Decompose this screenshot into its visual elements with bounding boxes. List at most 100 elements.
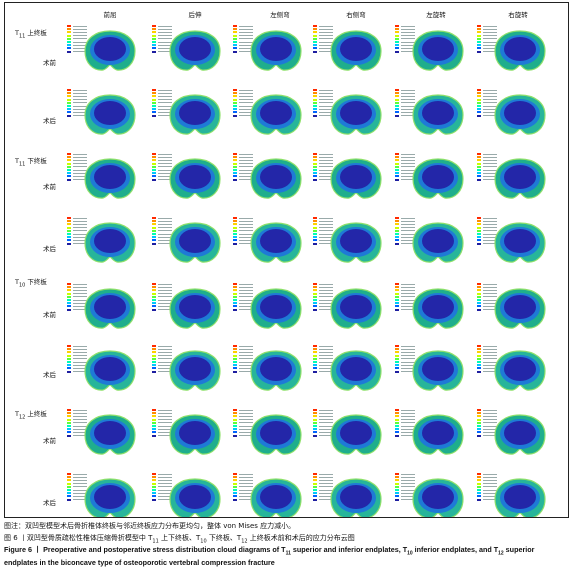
legend-tick xyxy=(319,115,333,117)
stress-cloud-cell xyxy=(152,151,224,205)
legend-tick xyxy=(401,476,415,478)
legend-tick xyxy=(239,473,253,475)
legend-swatch xyxy=(152,289,156,292)
endplate-stress-image xyxy=(84,350,136,391)
legend-tick xyxy=(319,220,333,222)
legend-tick xyxy=(319,348,333,350)
legend-tick xyxy=(401,115,415,117)
legend-tick xyxy=(73,483,87,485)
legend-tick xyxy=(401,25,415,27)
endplate-stress-image xyxy=(84,414,136,455)
legend-swatch xyxy=(152,223,156,226)
legend-swatch xyxy=(67,217,71,219)
legend-tick xyxy=(158,239,172,241)
legend-swatch xyxy=(477,345,481,347)
legend-swatch xyxy=(152,226,156,229)
legend-tick xyxy=(401,302,415,304)
legend-tick xyxy=(319,89,333,91)
legend-tick xyxy=(158,361,172,363)
stress-cloud-cell xyxy=(67,23,139,77)
legend-swatch xyxy=(395,479,399,482)
stress-cloud-cell xyxy=(313,407,385,461)
legend-swatch xyxy=(313,425,317,427)
legend-tick xyxy=(158,479,172,481)
legend-tick xyxy=(239,227,253,229)
legend-tick xyxy=(158,286,172,288)
legend-swatch xyxy=(233,89,237,91)
legend-swatch xyxy=(395,217,399,219)
endplate-stress-image xyxy=(412,94,464,135)
legend-tick xyxy=(158,28,172,30)
legend-tick xyxy=(158,89,172,91)
legend-tick xyxy=(73,435,87,437)
legend-swatch xyxy=(477,165,481,168)
legend-swatch xyxy=(313,114,317,117)
legend-swatch xyxy=(477,233,481,235)
legend-swatch xyxy=(395,111,399,114)
legend-swatch xyxy=(233,220,237,223)
legend-tick xyxy=(401,47,415,49)
legend-swatch xyxy=(395,421,399,424)
legend-tick xyxy=(158,99,172,101)
legend-tick xyxy=(483,422,497,424)
legend-tick xyxy=(483,358,497,360)
legend-tick xyxy=(239,239,253,241)
legend-swatch xyxy=(233,421,237,424)
legend-tick xyxy=(73,415,87,417)
endplate-stress-image xyxy=(412,158,464,199)
legend-tick xyxy=(401,473,415,475)
legend-swatch xyxy=(313,292,317,295)
color-legend xyxy=(152,89,176,123)
legend-tick xyxy=(483,41,497,43)
legend-swatch xyxy=(395,292,399,295)
legend-swatch xyxy=(152,431,156,434)
legend-tick xyxy=(319,364,333,366)
legend-swatch xyxy=(395,476,399,479)
legend-swatch xyxy=(67,31,71,34)
legend-swatch xyxy=(67,98,71,101)
legend-tick xyxy=(483,361,497,363)
legend-swatch xyxy=(67,111,71,114)
legend-swatch xyxy=(477,47,481,50)
legend-tick xyxy=(319,92,333,94)
figure-note: 图注：双凹型模型术后骨折椎体终板与邻近终板应力分布更均匀，整体 von Mise… xyxy=(4,522,296,530)
stress-cloud-cell xyxy=(395,407,467,461)
legend-tick xyxy=(319,175,333,177)
legend-tick xyxy=(158,44,172,46)
legend-swatch xyxy=(67,28,71,31)
legend-swatch xyxy=(313,108,317,111)
legend-tick xyxy=(158,159,172,161)
legend-swatch xyxy=(67,47,71,50)
legend-swatch xyxy=(395,229,399,232)
legend-swatch xyxy=(152,425,156,427)
legend-swatch xyxy=(233,236,237,239)
legend-tick xyxy=(401,236,415,238)
legend-swatch xyxy=(313,165,317,168)
legend-swatch xyxy=(152,44,156,47)
legend-tick xyxy=(401,371,415,373)
legend-swatch xyxy=(233,95,237,98)
stress-cloud-cell xyxy=(313,281,385,335)
legend-tick xyxy=(158,476,172,478)
legend-tick xyxy=(483,35,497,37)
stress-cloud-cell xyxy=(152,87,224,141)
legend-swatch xyxy=(152,98,156,101)
legend-swatch xyxy=(152,229,156,232)
stress-cloud-cell xyxy=(233,23,305,77)
legend-tick xyxy=(158,233,172,235)
legend-tick xyxy=(239,179,253,181)
legend-tick xyxy=(483,111,497,113)
legend-swatch xyxy=(152,217,156,219)
legend-tick xyxy=(158,415,172,417)
legend-swatch xyxy=(313,283,317,285)
legend-tick xyxy=(73,479,87,481)
legend-swatch xyxy=(395,418,399,421)
legend-tick xyxy=(158,345,172,347)
legend-tick xyxy=(401,153,415,155)
stress-cloud-cell xyxy=(313,23,385,77)
legend-tick xyxy=(73,299,87,301)
legend-tick xyxy=(158,169,172,171)
legend-swatch xyxy=(67,162,71,165)
legend-swatch xyxy=(313,351,317,354)
legend-swatch xyxy=(152,492,156,495)
